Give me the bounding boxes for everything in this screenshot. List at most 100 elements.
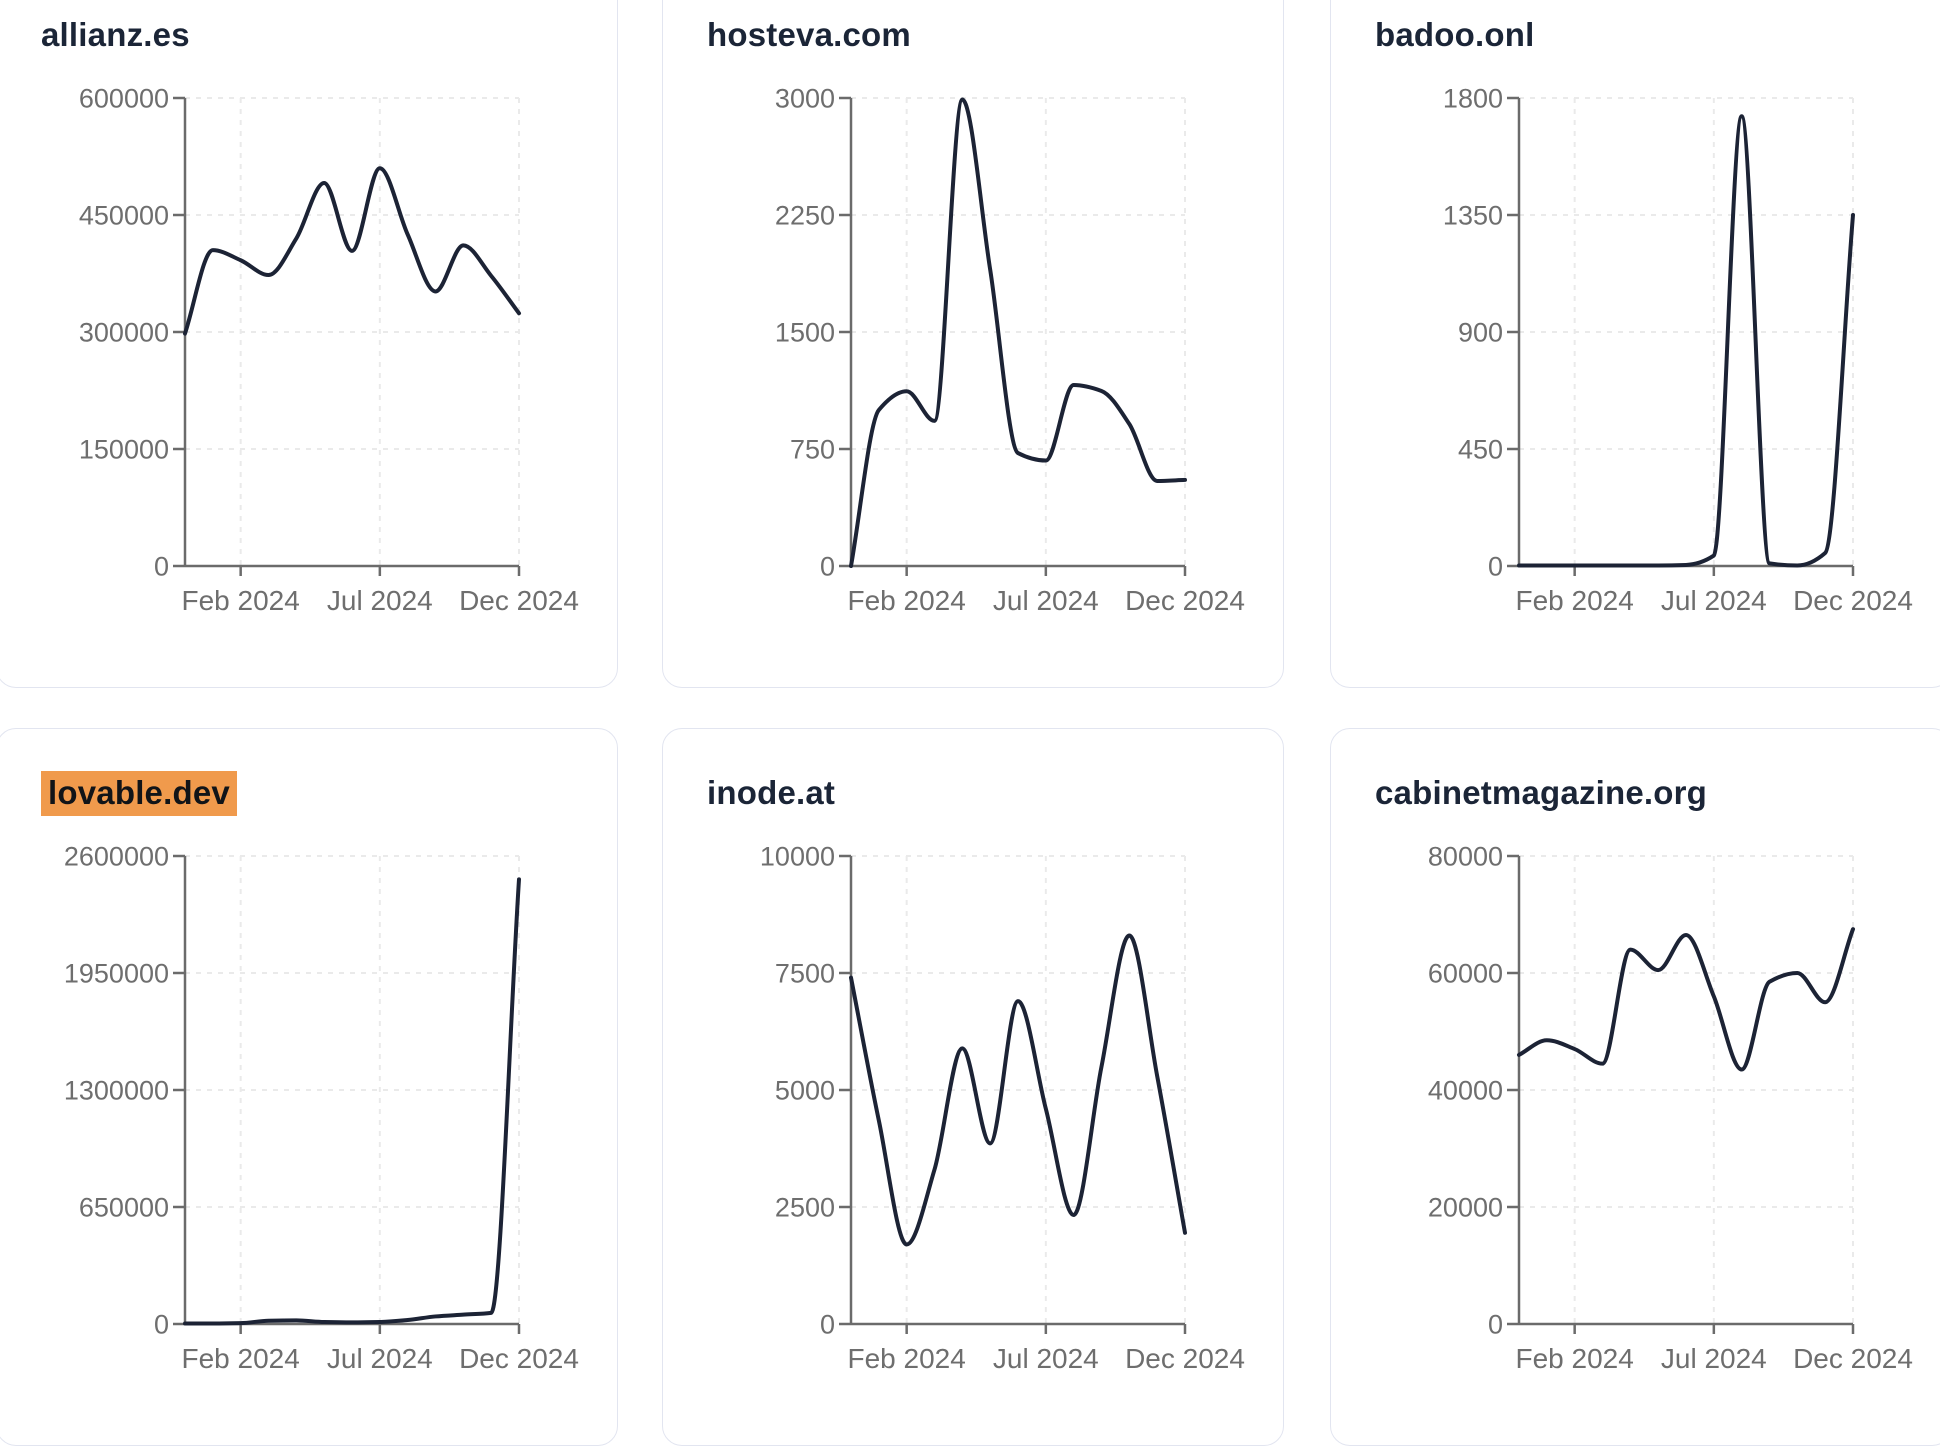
x-tick-labels: Feb 2024 Jul 2024 Dec 2024 bbox=[182, 1343, 579, 1374]
svg-text:2500: 2500 bbox=[775, 1192, 835, 1222]
domain-title-text: inode.at bbox=[707, 774, 836, 811]
svg-text:1300000: 1300000 bbox=[64, 1075, 169, 1105]
svg-text:0: 0 bbox=[154, 551, 169, 581]
svg-text:Dec 2024: Dec 2024 bbox=[1793, 1343, 1913, 1374]
data-line bbox=[183, 166, 521, 336]
axes bbox=[173, 96, 521, 576]
chart-card-cabinetmagazine: cabinetmagazine.org 0 20000 40000 60000 8000… bbox=[1330, 728, 1940, 1446]
chart-card-hosteva: hosteva.com 0 750 1500 2250 3000 Feb 2024 Jul … bbox=[662, 0, 1284, 688]
svg-text:5000: 5000 bbox=[775, 1075, 835, 1105]
svg-text:600000: 600000 bbox=[79, 83, 169, 113]
gridlines bbox=[185, 855, 520, 1324]
svg-text:Dec 2024: Dec 2024 bbox=[459, 1343, 579, 1374]
chart-title: badoo.onl bbox=[1375, 13, 1534, 57]
data-line bbox=[849, 933, 1187, 1247]
svg-text:450000: 450000 bbox=[79, 200, 169, 230]
domain-title-text: hosteva.com bbox=[707, 16, 911, 53]
line-chart: 0 650000 1300000 1950000 2600000 Feb 2024 Jul … bbox=[64, 841, 579, 1374]
svg-text:10000: 10000 bbox=[760, 841, 835, 871]
svg-text:Dec 2024: Dec 2024 bbox=[1125, 1343, 1245, 1374]
gridlines bbox=[1519, 97, 1854, 566]
domain-title-text: allianz.es bbox=[41, 16, 190, 53]
svg-text:60000: 60000 bbox=[1428, 958, 1503, 988]
data-line bbox=[849, 97, 1187, 568]
chart-card-allianz: allianz.es 0 150000 300000 450000 600000 Feb … bbox=[0, 0, 618, 688]
svg-text:900: 900 bbox=[1458, 317, 1503, 347]
gridlines bbox=[1519, 855, 1854, 1324]
svg-text:40000: 40000 bbox=[1428, 1075, 1503, 1105]
svg-text:0: 0 bbox=[154, 1309, 169, 1339]
chart-title: inode.at bbox=[707, 771, 835, 815]
svg-text:650000: 650000 bbox=[79, 1192, 169, 1222]
svg-text:750: 750 bbox=[790, 434, 835, 464]
chart-title: hosteva.com bbox=[707, 13, 911, 57]
axes bbox=[1507, 854, 1855, 1334]
y-tick-labels: 0 750 1500 2250 3000 bbox=[775, 83, 835, 581]
line-chart: 0 150000 300000 450000 600000 Feb 2024 Jul 202… bbox=[79, 83, 579, 616]
data-line bbox=[1517, 114, 1855, 568]
gridlines bbox=[851, 855, 1186, 1324]
domain-title-text: cabinetmagazine.org bbox=[1375, 774, 1708, 811]
line-chart: 0 20000 40000 60000 80000 Feb 2024 Jul 2024 Dec… bbox=[1428, 841, 1913, 1374]
y-tick-labels: 0 650000 1300000 1950000 2600000 bbox=[64, 841, 169, 1339]
y-tick-labels: 0 150000 300000 450000 600000 bbox=[79, 83, 169, 581]
axes bbox=[173, 854, 521, 1334]
svg-text:2250: 2250 bbox=[775, 200, 835, 230]
axes bbox=[839, 96, 1187, 576]
y-tick-labels: 0 2500 5000 7500 10000 bbox=[760, 841, 835, 1339]
x-tick-labels: Feb 2024 Jul 2024 Dec 2024 bbox=[1516, 1343, 1913, 1374]
line-chart: 0 2500 5000 7500 10000 Feb 2024 Jul 2024 Dec 20… bbox=[760, 841, 1245, 1374]
svg-text:Dec 2024: Dec 2024 bbox=[1793, 585, 1913, 616]
y-tick-labels: 0 20000 40000 60000 80000 bbox=[1428, 841, 1503, 1339]
data-line bbox=[183, 877, 521, 1326]
svg-text:Dec 2024: Dec 2024 bbox=[459, 585, 579, 616]
svg-text:Jul 2024: Jul 2024 bbox=[327, 585, 433, 616]
svg-text:Feb 2024: Feb 2024 bbox=[1516, 1343, 1634, 1374]
svg-text:Jul 2024: Jul 2024 bbox=[993, 585, 1099, 616]
gridlines bbox=[185, 97, 520, 566]
svg-text:Feb 2024: Feb 2024 bbox=[1516, 585, 1634, 616]
domain-title-text: lovable.dev bbox=[41, 770, 237, 816]
svg-text:Jul 2024: Jul 2024 bbox=[327, 1343, 433, 1374]
axes bbox=[1507, 96, 1855, 576]
chart-title: lovable.dev bbox=[41, 770, 237, 816]
y-tick-labels: 0 450 900 1350 1800 bbox=[1443, 83, 1503, 581]
data-line bbox=[1517, 927, 1855, 1072]
svg-text:2600000: 2600000 bbox=[64, 841, 169, 871]
svg-text:1800: 1800 bbox=[1443, 83, 1503, 113]
chart-card-badoo: badoo.onl 0 450 900 1350 1800 Feb 2024 Jul 202… bbox=[1330, 0, 1940, 688]
x-tick-labels: Feb 2024 Jul 2024 Dec 2024 bbox=[182, 585, 579, 616]
svg-text:Jul 2024: Jul 2024 bbox=[1661, 585, 1767, 616]
line-chart: 0 450 900 1350 1800 Feb 2024 Jul 2024 Dec 2024 bbox=[1443, 83, 1913, 616]
svg-text:20000: 20000 bbox=[1428, 1192, 1503, 1222]
domain-title-text: badoo.onl bbox=[1375, 16, 1535, 53]
svg-text:Jul 2024: Jul 2024 bbox=[1661, 1343, 1767, 1374]
svg-text:Feb 2024: Feb 2024 bbox=[182, 1343, 300, 1374]
svg-text:Dec 2024: Dec 2024 bbox=[1125, 585, 1245, 616]
chart-card-lovable: lovable.dev 0 650000 1300000 1950000 2600000… bbox=[0, 728, 618, 1446]
svg-text:Feb 2024: Feb 2024 bbox=[848, 1343, 966, 1374]
svg-text:0: 0 bbox=[820, 551, 835, 581]
svg-text:80000: 80000 bbox=[1428, 841, 1503, 871]
chart-card-inode: inode.at 0 2500 5000 7500 10000 Feb 2024 Jul 2… bbox=[662, 728, 1284, 1446]
svg-text:7500: 7500 bbox=[775, 958, 835, 988]
x-tick-labels: Feb 2024 Jul 2024 Dec 2024 bbox=[848, 1343, 1245, 1374]
svg-text:3000: 3000 bbox=[775, 83, 835, 113]
chart-title: cabinetmagazine.org bbox=[1375, 771, 1707, 815]
svg-text:Feb 2024: Feb 2024 bbox=[182, 585, 300, 616]
x-tick-labels: Feb 2024 Jul 2024 Dec 2024 bbox=[1516, 585, 1913, 616]
svg-text:Feb 2024: Feb 2024 bbox=[848, 585, 966, 616]
gridlines bbox=[851, 97, 1186, 566]
svg-text:0: 0 bbox=[1488, 551, 1503, 581]
svg-text:1500: 1500 bbox=[775, 317, 835, 347]
svg-text:150000: 150000 bbox=[79, 434, 169, 464]
svg-text:1950000: 1950000 bbox=[64, 958, 169, 988]
chart-title: allianz.es bbox=[41, 13, 190, 57]
svg-text:1350: 1350 bbox=[1443, 200, 1503, 230]
svg-text:450: 450 bbox=[1458, 434, 1503, 464]
x-tick-labels: Feb 2024 Jul 2024 Dec 2024 bbox=[848, 585, 1245, 616]
svg-text:300000: 300000 bbox=[79, 317, 169, 347]
svg-text:Jul 2024: Jul 2024 bbox=[993, 1343, 1099, 1374]
axes bbox=[839, 854, 1187, 1334]
